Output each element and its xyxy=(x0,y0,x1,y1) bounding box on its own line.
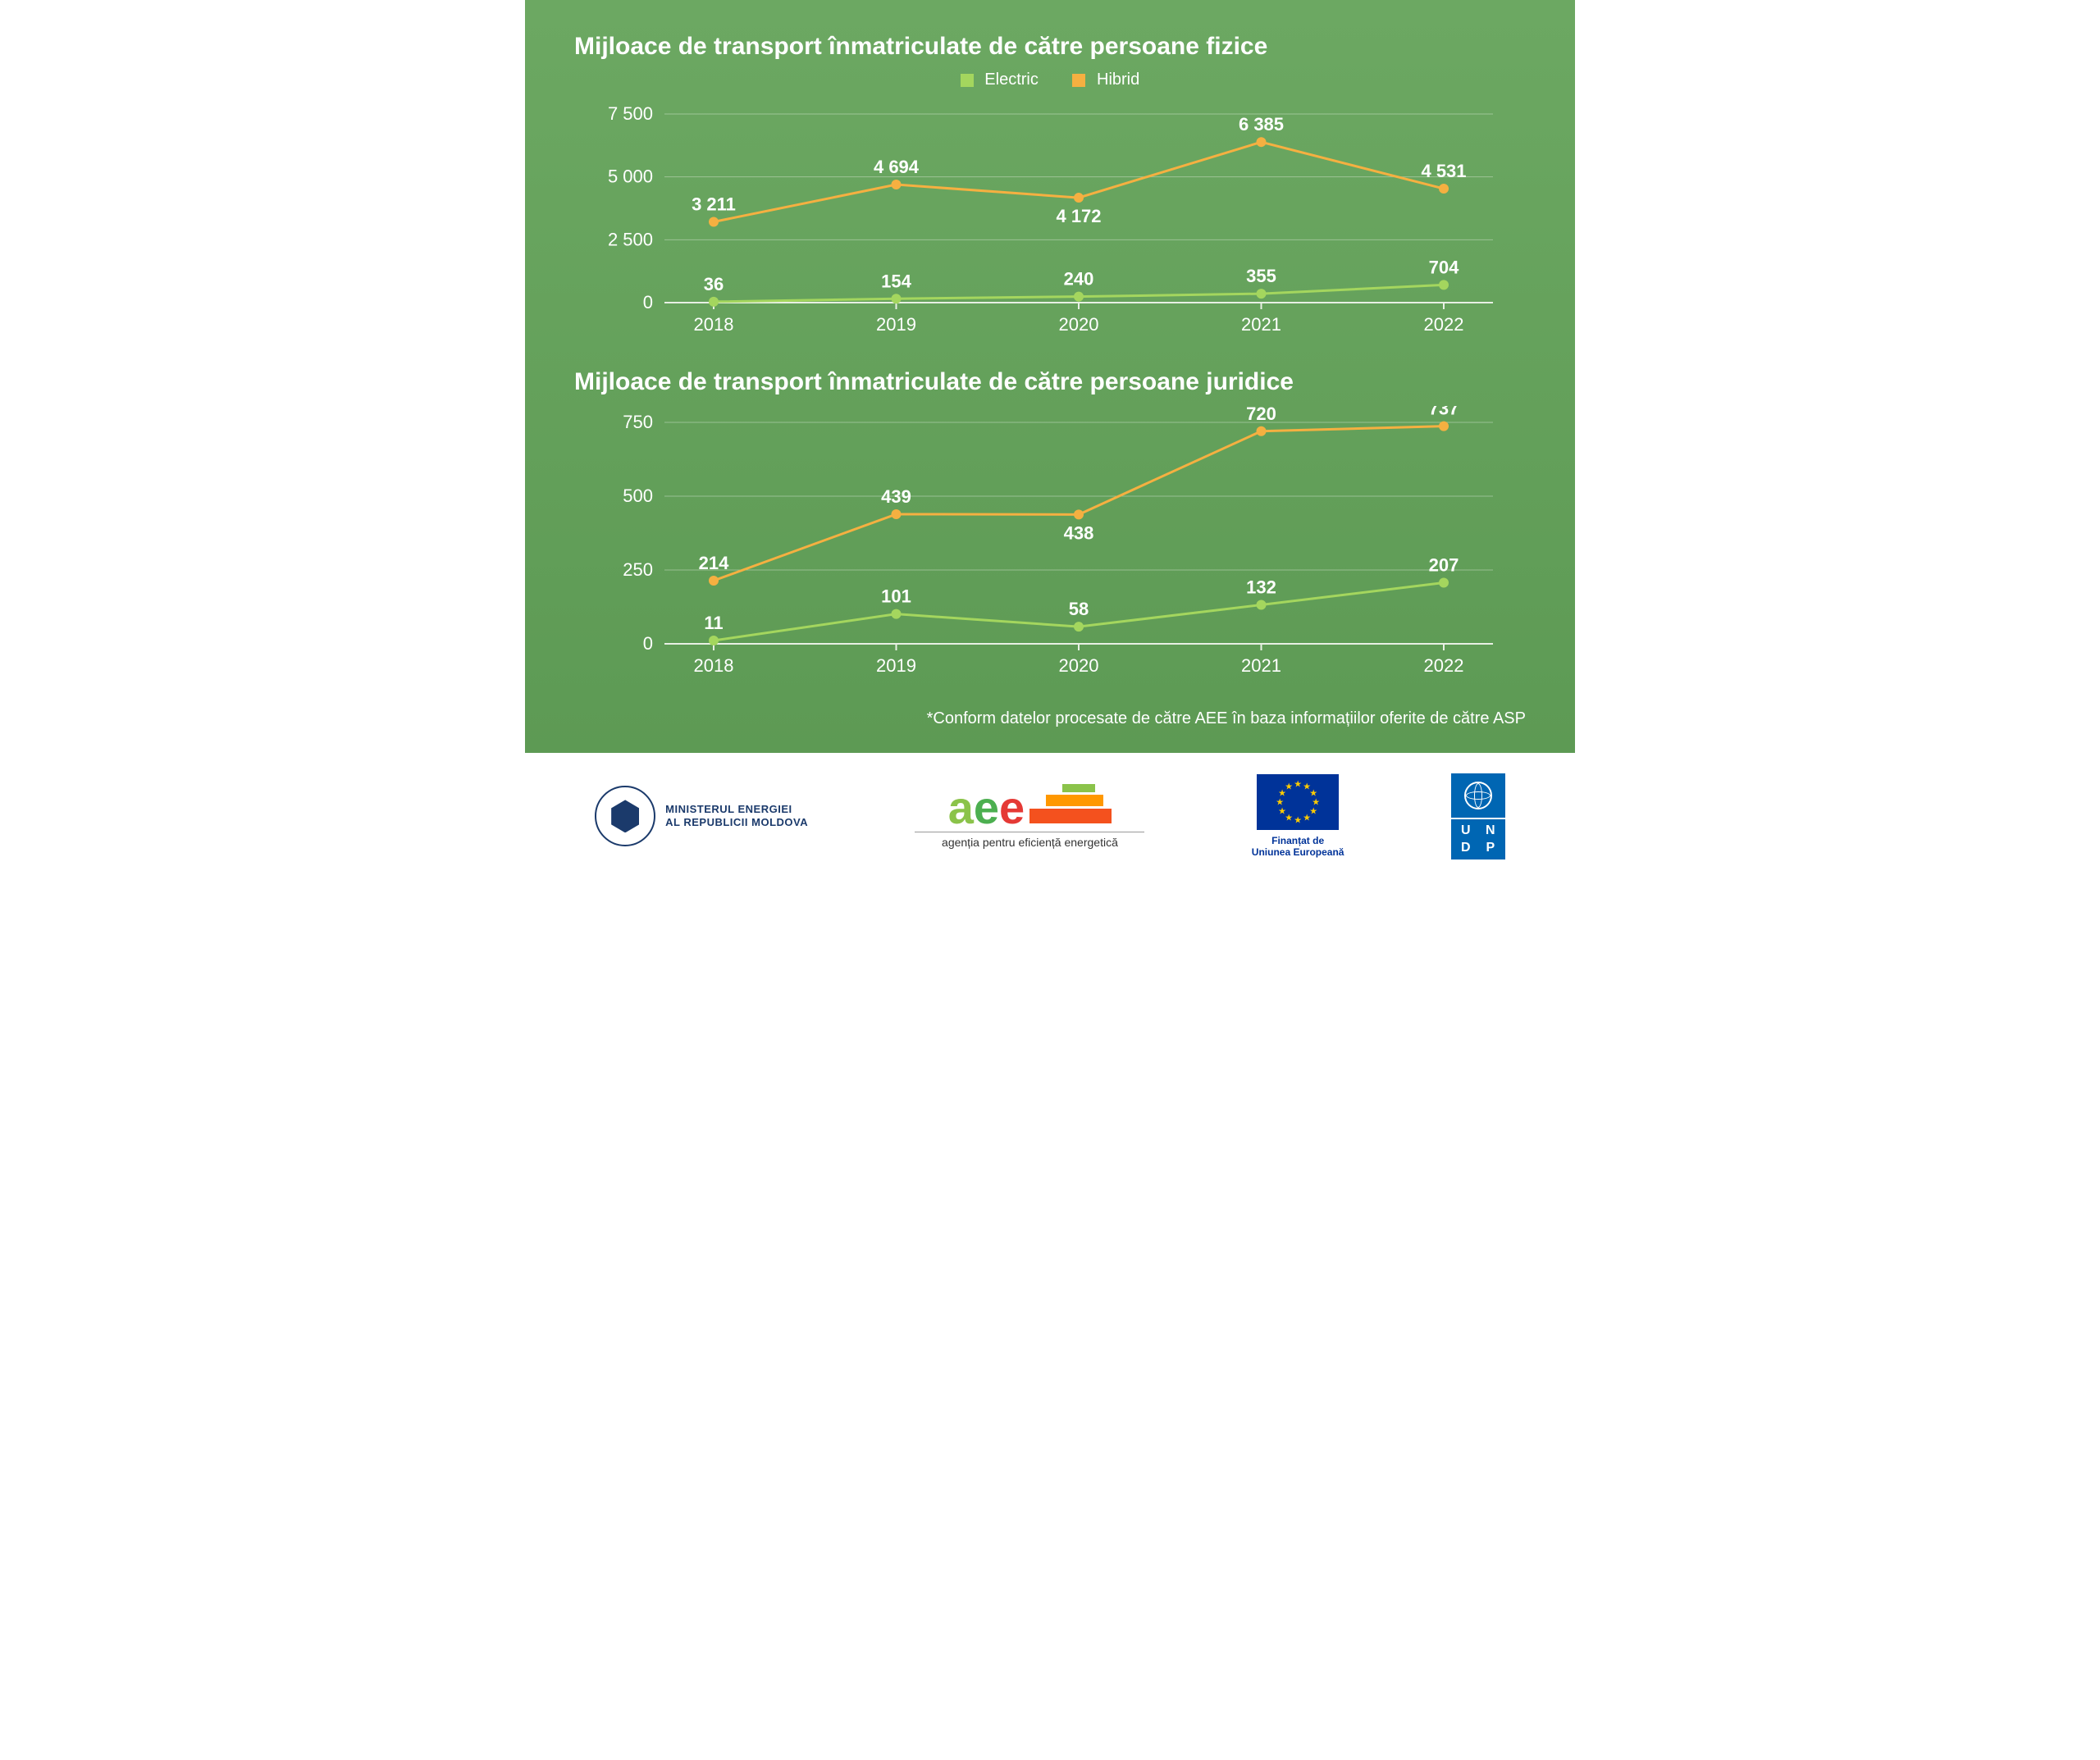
logo-aee: aee agenția pentru eficiență energetică xyxy=(915,784,1144,849)
logo-eu: ★★★★★★★★★★★★ Finanțat de Uniunea Europea… xyxy=(1252,774,1344,859)
logo-undp: U N D P xyxy=(1451,773,1505,859)
aee-letters-icon: aee xyxy=(948,787,1025,828)
svg-text:439: 439 xyxy=(881,486,911,507)
svg-text:2 500: 2 500 xyxy=(608,230,653,250)
svg-text:2021: 2021 xyxy=(1241,314,1281,335)
logos-row: MINISTERUL ENERGIEI AL REPUBLICII MOLDOV… xyxy=(525,753,1575,887)
legend: Electric Hibrid xyxy=(574,71,1526,89)
chart-2-block: Mijloace de transport înmatriculate de c… xyxy=(574,368,1526,685)
svg-text:11: 11 xyxy=(704,613,723,633)
svg-text:214: 214 xyxy=(699,553,729,573)
svg-text:750: 750 xyxy=(623,412,653,432)
legend-swatch-hibrid xyxy=(1072,74,1085,87)
legend-item-hibrid: Hibrid xyxy=(1072,71,1139,89)
svg-text:4 172: 4 172 xyxy=(1056,206,1101,226)
legend-label-electric: Electric xyxy=(984,71,1039,89)
svg-text:2018: 2018 xyxy=(694,655,734,676)
aee-tagline: agenția pentru eficiență energetică xyxy=(915,832,1144,849)
legend-item-electric: Electric xyxy=(961,71,1039,89)
chart-1-block: Mijloace de transport înmatriculate de c… xyxy=(574,33,1526,344)
svg-text:6 385: 6 385 xyxy=(1239,114,1284,135)
undp-n: N xyxy=(1479,823,1502,838)
chart-2: 0 250 500 750 2018 2019 2020 2021 2022 11 101 58 132… xyxy=(574,406,1526,685)
svg-text:154: 154 xyxy=(881,271,911,291)
legend-swatch-electric xyxy=(961,74,974,87)
footnote: *Conform datelor procesate de către AEE … xyxy=(574,709,1526,728)
undp-d: D xyxy=(1454,840,1477,855)
svg-text:3 211: 3 211 xyxy=(692,194,736,215)
svg-text:240: 240 xyxy=(1064,269,1094,290)
svg-text:4 694: 4 694 xyxy=(874,157,920,177)
svg-text:207: 207 xyxy=(1429,555,1459,576)
chart-1: 0 2 500 5 000 7 500 2018 2019 2020 2021 2022 36 15… xyxy=(574,98,1526,344)
svg-text:101: 101 xyxy=(881,586,911,607)
svg-text:2020: 2020 xyxy=(1059,655,1099,676)
svg-text:2019: 2019 xyxy=(876,655,916,676)
svg-text:2022: 2022 xyxy=(1424,655,1464,676)
svg-text:58: 58 xyxy=(1069,599,1089,619)
eu-line2: Uniunea Europeană xyxy=(1252,846,1344,858)
svg-text:7 500: 7 500 xyxy=(608,103,653,124)
svg-text:0: 0 xyxy=(643,292,653,312)
undp-icon: U N D P xyxy=(1451,773,1505,859)
svg-text:737: 737 xyxy=(1429,406,1459,419)
eu-line1: Finanțat de xyxy=(1252,835,1344,846)
aee-bars-icon xyxy=(1029,784,1112,828)
ministry-line2: AL REPUBLICII MOLDOVA xyxy=(665,816,808,829)
logo-ministry: MINISTERUL ENERGIEI AL REPUBLICII MOLDOV… xyxy=(595,786,808,846)
svg-text:0: 0 xyxy=(643,633,653,654)
svg-text:132: 132 xyxy=(1246,577,1276,598)
ministry-emblem-icon xyxy=(595,786,655,846)
svg-text:2022: 2022 xyxy=(1424,314,1464,335)
ministry-line1: MINISTERUL ENERGIEI xyxy=(665,803,808,816)
svg-text:2021: 2021 xyxy=(1241,655,1281,676)
svg-text:355: 355 xyxy=(1246,266,1276,286)
svg-text:36: 36 xyxy=(704,274,724,294)
chart-1-title: Mijloace de transport înmatriculate de c… xyxy=(574,33,1526,61)
legend-label-hibrid: Hibrid xyxy=(1097,71,1139,89)
svg-text:704: 704 xyxy=(1429,258,1459,278)
svg-text:250: 250 xyxy=(623,559,653,580)
svg-text:438: 438 xyxy=(1064,523,1094,544)
svg-text:2018: 2018 xyxy=(694,314,734,335)
undp-p: P xyxy=(1479,840,1502,855)
svg-text:5 000: 5 000 xyxy=(608,166,653,187)
svg-text:500: 500 xyxy=(623,486,653,506)
charts-panel: Mijloace de transport înmatriculate de c… xyxy=(525,0,1575,753)
svg-text:2020: 2020 xyxy=(1059,314,1099,335)
eu-flag-icon: ★★★★★★★★★★★★ xyxy=(1257,774,1339,830)
svg-text:720: 720 xyxy=(1246,406,1276,424)
svg-text:2019: 2019 xyxy=(876,314,916,335)
svg-text:4 531: 4 531 xyxy=(1421,161,1466,181)
ministry-text: MINISTERUL ENERGIEI AL REPUBLICII MOLDOV… xyxy=(665,803,808,830)
chart-2-title: Mijloace de transport înmatriculate de c… xyxy=(574,368,1526,396)
eu-text: Finanțat de Uniunea Europeană xyxy=(1252,835,1344,859)
undp-u: U xyxy=(1454,823,1477,838)
